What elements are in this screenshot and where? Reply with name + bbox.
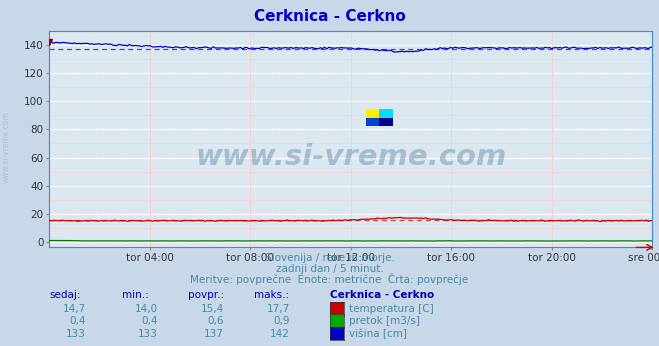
Text: 0,4: 0,4 xyxy=(142,316,158,326)
Text: pretok [m3/s]: pretok [m3/s] xyxy=(349,316,420,326)
Text: min.:: min.: xyxy=(122,290,149,300)
Text: www.si-vreme.com: www.si-vreme.com xyxy=(2,111,11,183)
Text: zadnji dan / 5 minut.: zadnji dan / 5 minut. xyxy=(275,264,384,274)
Text: 133: 133 xyxy=(66,329,86,338)
Text: 15,4: 15,4 xyxy=(201,304,224,313)
Text: 14,7: 14,7 xyxy=(63,304,86,313)
Text: 137: 137 xyxy=(204,329,224,338)
Bar xyxy=(380,118,393,126)
Bar xyxy=(366,118,380,126)
Bar xyxy=(380,109,393,118)
Text: temperatura [C]: temperatura [C] xyxy=(349,304,434,313)
Text: Cerknica - Cerkno: Cerknica - Cerkno xyxy=(254,9,405,24)
Text: povpr.:: povpr.: xyxy=(188,290,224,300)
Text: višina [cm]: višina [cm] xyxy=(349,328,407,339)
Text: www.si-vreme.com: www.si-vreme.com xyxy=(195,143,507,171)
Text: 0,6: 0,6 xyxy=(208,316,224,326)
Text: maks.:: maks.: xyxy=(254,290,289,300)
Text: Meritve: povprečne  Enote: metrične  Črta: povprečje: Meritve: povprečne Enote: metrične Črta:… xyxy=(190,273,469,285)
Text: 0,9: 0,9 xyxy=(273,316,290,326)
Text: 133: 133 xyxy=(138,329,158,338)
Text: 17,7: 17,7 xyxy=(267,304,290,313)
Text: sedaj:: sedaj: xyxy=(49,290,81,300)
Text: 0,4: 0,4 xyxy=(69,316,86,326)
Text: Slovenija / reke in morje.: Slovenija / reke in morje. xyxy=(264,254,395,263)
Text: 14,0: 14,0 xyxy=(135,304,158,313)
Text: 142: 142 xyxy=(270,329,290,338)
Bar xyxy=(366,109,380,118)
Text: Cerknica - Cerkno: Cerknica - Cerkno xyxy=(330,290,434,300)
